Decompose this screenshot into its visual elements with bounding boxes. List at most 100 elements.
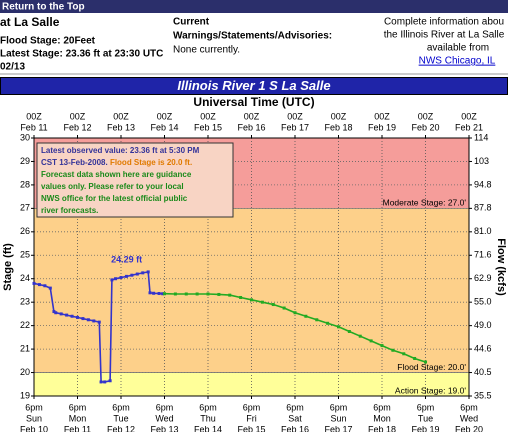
data-point [114,277,118,281]
data-point [59,312,63,316]
plot-frame [33,137,470,397]
warnings-title: Current [173,17,210,28]
top-link[interactable]: Return to the Top [2,2,85,13]
y-tick-label: 21 [20,343,30,353]
y2-tick-label: 49.0 [474,320,492,330]
y2-tick-label: 114 [474,132,488,142]
data-point [337,325,340,329]
x-tick-label: 00Z [26,111,42,121]
y-tick-label: 25 [20,250,30,260]
x2-tick-label: 6pm [112,402,130,412]
x2-tick-label: 6pm [156,402,174,412]
y-tick-label: 22 [20,320,30,330]
x2-tick-label: Feb 16 [281,424,309,432]
x2-tick-label: 6pm [373,402,391,412]
latest-date: 02/13 [0,62,25,73]
note-text: values only. Please refer to your local [41,182,184,191]
x-tick-label: Feb 11 [20,122,47,132]
note-text: CST 13-Feb-2008. Flood Stage is 20.0 ft. [41,158,192,167]
y2-tick-label: 103 [474,156,489,166]
data-point [315,318,319,322]
note-text: river forecasts. [41,206,98,215]
data-point [148,291,152,295]
data-point [81,317,85,321]
data-point [173,292,177,296]
x2-tick-label: 6pm [243,402,261,412]
data-point [152,291,156,295]
data-point [184,292,188,296]
info-link[interactable]: NWS Chicago, IL [419,56,496,67]
y2-tick-label: 87.8 [474,203,492,213]
data-point [217,292,221,296]
x2-tick-label: Feb 11 [64,424,91,432]
x2-tick-label: Feb 20 [455,424,483,432]
info-line: the Illinois River at La Salle [384,30,505,41]
chart-title: Illinois River 1 S La Salle [177,78,330,93]
x-tick-label: Feb 16 [237,122,265,132]
y2-tick-label: 40.5 [474,367,492,377]
data-point [32,281,36,285]
note-text: Latest observed value: 23.36 ft at 5:30 … [41,146,200,155]
plot: Action Stage: 19.0' Flood Stage: 20.0' Mod… [20,111,492,434]
data-point [239,295,243,299]
y2-tick-label: 81.0 [474,226,492,236]
x2-tick-label: Feb 18 [368,424,396,432]
x-tick-label: 00Z [287,111,303,121]
data-point [146,270,150,274]
data-point [380,344,384,348]
x2-tick-label: 6pm [417,402,435,412]
y-tick-label: 19 [20,390,30,400]
x2-tick-label: Feb 13 [150,424,178,432]
data-point [103,380,107,384]
value-label: 24.29 ft [111,254,142,264]
x-tick-label: Feb 21 [455,122,483,132]
x2-tick-label: 6pm [460,402,478,412]
x2-tick-label: 6pm [199,402,217,412]
x2-tick-label: 6pm [330,402,348,412]
x2-tick-label: Sun [330,413,346,423]
y-tick-label: 27 [20,203,30,213]
x-tick-label: 00Z [157,111,173,121]
data-point [76,315,79,319]
data-point [48,286,52,290]
data-point [135,272,139,276]
x-tick-label: 00Z [113,111,129,121]
x2-tick-label: Feb 14 [194,424,222,432]
x2-tick-label: Mon [373,413,391,423]
data-point [271,303,275,307]
info-line: Complete information abou [384,17,504,28]
data-point [206,292,210,296]
note-text: NWS office for the latest official publi… [41,194,188,203]
stage-label: Flood Stage: 20.0' [397,362,466,372]
y2-tick-label: 35.5 [474,390,492,400]
data-point [391,348,395,352]
x-axis-title: Universal Time (UTC) [193,95,314,109]
warnings-subtitle: Warnings/Statements/Advisories: [173,31,332,42]
x-tick-label: 00Z [244,111,260,121]
y-tick-label: 24 [20,273,30,283]
x2-tick-label: Feb 17 [324,424,352,432]
x-tick-label: Feb 17 [281,122,309,132]
x-tick-label: Feb 15 [194,122,222,132]
x-tick-label: Feb 12 [63,122,91,132]
flood-stage: Flood Stage: 20Feet [0,36,96,47]
x-tick-label: 00Z [374,111,390,121]
x-tick-label: Feb 18 [324,122,352,132]
data-point [110,278,114,282]
x2-tick-label: Wed [155,413,173,423]
x-tick-label: 00Z [70,111,86,121]
data-point [163,292,166,296]
x2-tick-label: Feb 15 [237,424,265,432]
y-tick-label: 30 [20,132,30,142]
data-point [97,320,101,324]
data-point [65,313,69,317]
x2-tick-label: Fri [246,413,257,423]
x2-tick-label: 6pm [69,402,87,412]
x2-tick-label: Thu [200,413,216,423]
x-tick-label: 00Z [200,111,216,121]
note-time: CST 13-Feb-2008. [41,158,108,167]
data-point [413,356,417,360]
data-point [37,283,41,287]
